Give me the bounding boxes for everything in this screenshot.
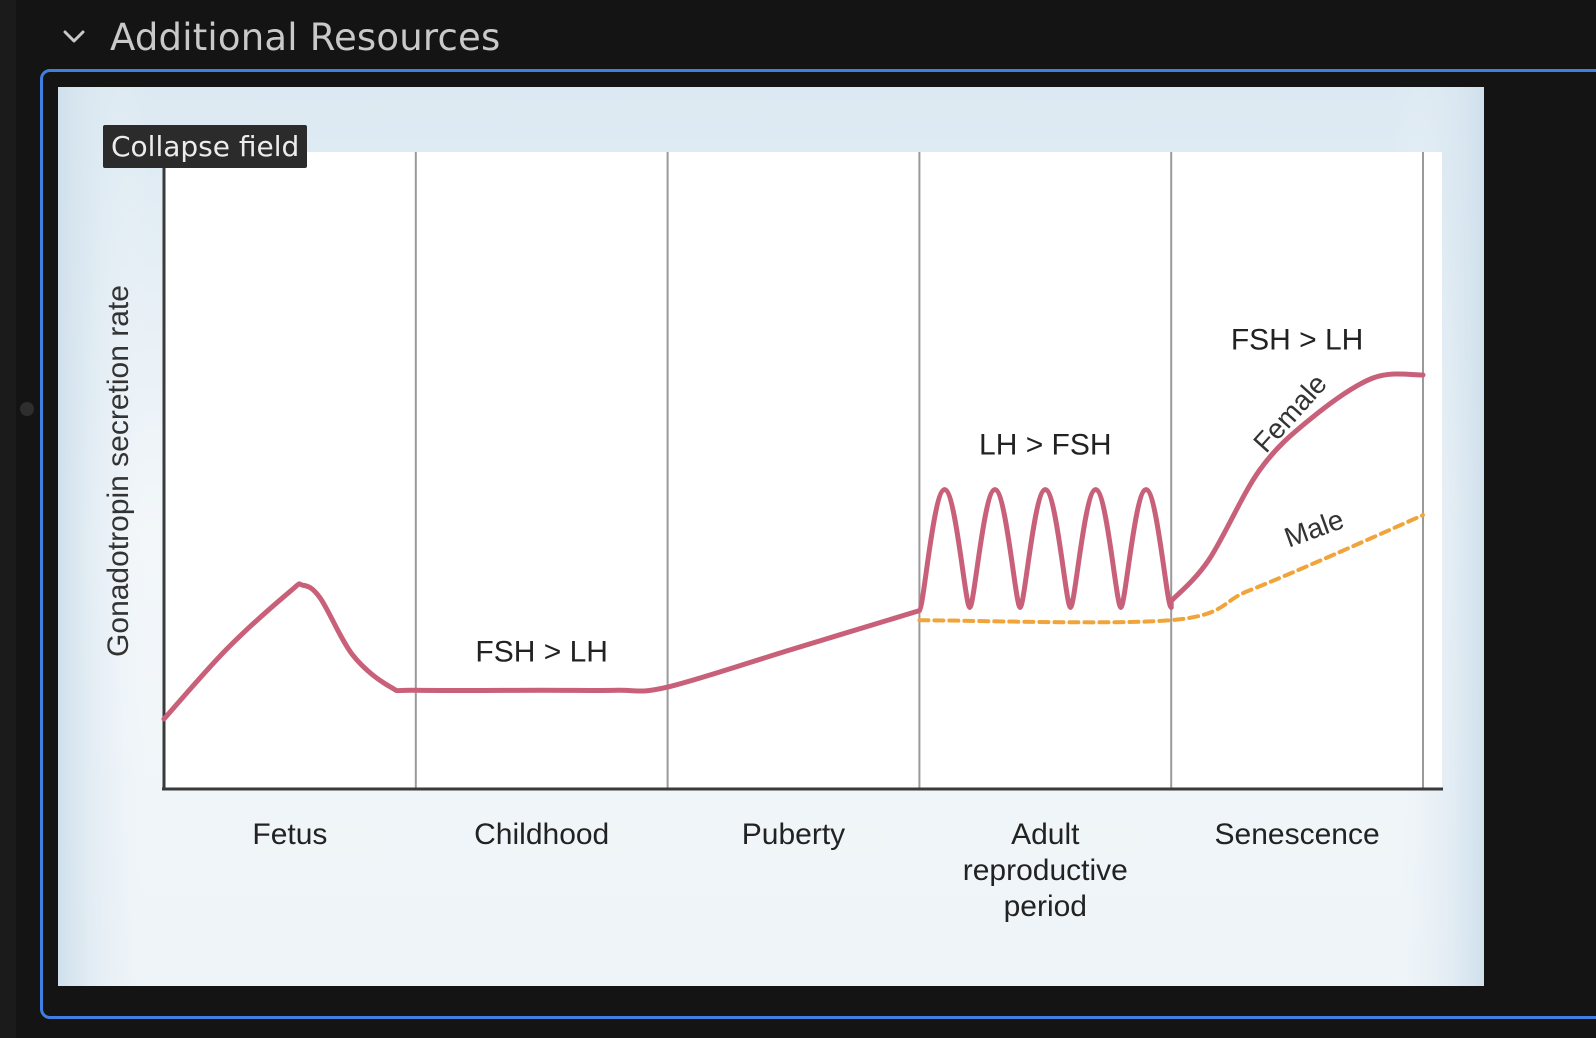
category-label: Senescence — [1215, 818, 1380, 851]
ratio-annotation: FSH > LH — [1231, 323, 1364, 356]
category-label: Childhood — [474, 818, 609, 851]
y-axis-label: Gonadotropin secretion rate — [102, 285, 135, 657]
section-header[interactable]: Additional Resources — [56, 10, 656, 64]
section-title: Additional Resources — [110, 15, 501, 59]
chart-image: FSH > LH LH > FSH FSH > LH Female Male Fetu… — [58, 87, 1484, 986]
series-line-male — [917, 513, 1425, 625]
category-label: Puberty — [742, 818, 845, 851]
category-label: Fetus — [252, 818, 327, 851]
ratio-annotation: LH > FSH — [979, 429, 1112, 462]
chevron-down-icon[interactable] — [60, 23, 88, 51]
plot-area — [164, 152, 1442, 789]
drag-handle-dot[interactable] — [20, 402, 34, 416]
category-label: Adult reproductive period — [963, 818, 1128, 923]
collapse-field-tooltip: Collapse field — [103, 125, 308, 168]
series-line-female — [161, 371, 1426, 722]
ratio-annotation: FSH > LH — [475, 636, 608, 669]
left-rail — [0, 0, 16, 1038]
